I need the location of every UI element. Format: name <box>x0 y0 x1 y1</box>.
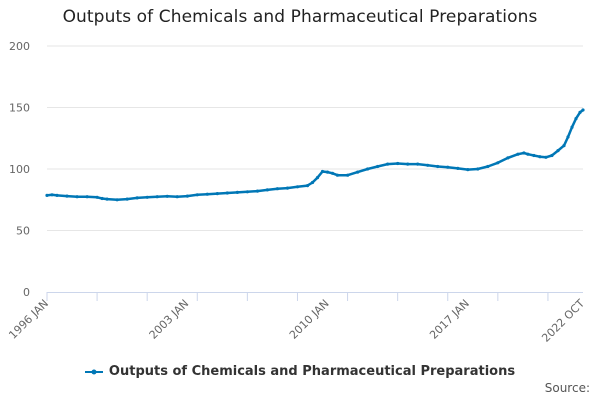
legend[interactable]: Outputs of Chemicals and Pharmaceutical … <box>0 364 600 379</box>
data-point[interactable] <box>386 162 390 166</box>
data-point[interactable] <box>225 191 229 195</box>
data-point[interactable] <box>315 176 320 180</box>
data-point[interactable] <box>215 192 219 196</box>
x-axis: 1996 JAN 2003 JAN 2010 JAN 2017 JAN 2022 OCT <box>6 292 587 345</box>
data-point[interactable] <box>95 195 99 199</box>
data-point[interactable] <box>175 195 179 199</box>
y-tick-label: 100 <box>9 163 30 176</box>
data-point[interactable] <box>75 195 79 199</box>
data-point[interactable] <box>496 161 500 165</box>
x-tick-label: 2022 OCT <box>539 297 587 345</box>
data-point[interactable] <box>550 153 554 158</box>
data-point[interactable] <box>165 194 169 198</box>
x-tick-label: 2010 JAN <box>287 297 332 342</box>
data-point[interactable] <box>538 155 542 159</box>
data-point[interactable] <box>356 170 360 174</box>
x-tick-label: 1996 JAN <box>6 297 51 342</box>
data-point[interactable] <box>320 169 325 174</box>
data-point[interactable] <box>55 193 59 197</box>
data-point[interactable] <box>45 193 49 197</box>
data-point[interactable] <box>516 152 520 156</box>
data-point[interactable] <box>155 195 159 199</box>
data-point[interactable] <box>105 197 109 201</box>
data-point[interactable] <box>426 163 430 167</box>
data-point[interactable] <box>50 193 54 197</box>
gridlines <box>47 45 583 231</box>
data-point[interactable] <box>205 192 209 196</box>
data-point[interactable] <box>366 167 370 171</box>
data-point[interactable] <box>416 162 420 166</box>
series-layer <box>45 108 585 202</box>
data-point[interactable] <box>346 173 350 177</box>
data-point[interactable] <box>476 167 480 171</box>
data-point[interactable] <box>556 149 560 153</box>
data-point[interactable] <box>145 195 149 199</box>
data-point[interactable] <box>574 117 578 121</box>
y-axis: 0 50 100 150 200 <box>9 40 30 299</box>
data-point[interactable] <box>406 162 410 166</box>
data-point[interactable] <box>522 151 526 155</box>
y-tick-label: 150 <box>9 102 30 115</box>
data-point[interactable] <box>305 184 310 188</box>
data-point[interactable] <box>456 166 460 170</box>
source-label: Source: <box>544 381 590 395</box>
legend-label: Outputs of Chemicals and Pharmaceutical … <box>108 364 516 379</box>
data-point[interactable] <box>255 189 259 193</box>
data-point[interactable] <box>295 185 300 189</box>
data-point[interactable] <box>436 164 440 169</box>
series-line[interactable] <box>46 109 584 202</box>
data-point[interactable] <box>446 165 450 169</box>
data-point[interactable] <box>544 155 548 159</box>
data-point[interactable] <box>532 153 536 158</box>
data-point[interactable] <box>376 164 380 169</box>
data-point[interactable] <box>486 164 490 169</box>
data-point[interactable] <box>330 171 335 175</box>
data-point[interactable] <box>396 161 400 166</box>
data-point[interactable] <box>466 168 470 172</box>
data-point[interactable] <box>85 195 89 199</box>
data-point[interactable] <box>335 173 340 177</box>
x-tick-label: 2017 JAN <box>427 297 472 342</box>
data-point[interactable] <box>562 144 566 148</box>
data-point[interactable] <box>275 187 279 191</box>
data-point[interactable] <box>570 125 574 129</box>
data-point[interactable] <box>135 196 139 200</box>
data-point[interactable] <box>506 156 510 160</box>
legend-series-icon <box>84 369 103 374</box>
data-point[interactable] <box>195 193 199 197</box>
x-tick-label: 2003 JAN <box>147 297 192 342</box>
data-point[interactable] <box>115 198 119 202</box>
data-point[interactable] <box>526 152 530 156</box>
data-point[interactable] <box>578 110 582 114</box>
data-point[interactable] <box>185 194 189 198</box>
data-point[interactable] <box>285 186 289 190</box>
data-point[interactable] <box>100 196 104 201</box>
y-tick-label: 0 <box>23 286 30 299</box>
data-point[interactable] <box>125 197 129 201</box>
data-point[interactable] <box>581 108 585 112</box>
data-point[interactable] <box>265 188 269 192</box>
data-point[interactable] <box>65 194 69 198</box>
data-point[interactable] <box>566 135 570 139</box>
data-point[interactable] <box>325 170 330 174</box>
chart-title: Outputs of Chemicals and Pharmaceutical … <box>62 7 538 27</box>
data-point[interactable] <box>310 180 315 185</box>
data-point[interactable] <box>245 190 249 194</box>
data-point[interactable] <box>235 190 239 194</box>
y-tick-label: 200 <box>9 40 30 53</box>
y-tick-label: 50 <box>16 225 30 238</box>
